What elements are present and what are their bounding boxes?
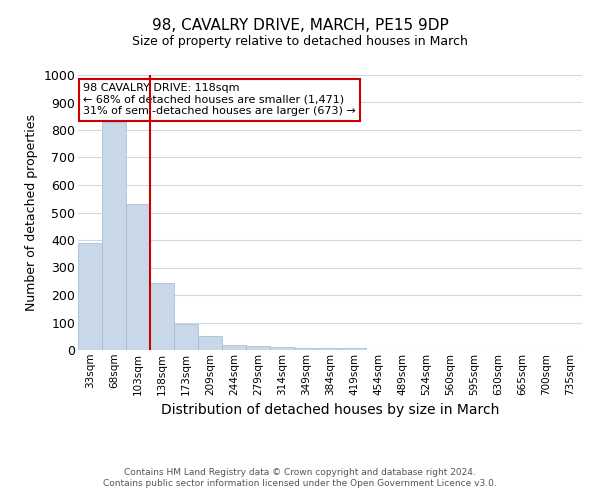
Bar [246, 346, 270, 350]
Bar [126, 204, 150, 350]
Bar [198, 336, 222, 350]
Bar [294, 348, 318, 350]
Text: 98 CAVALRY DRIVE: 118sqm
← 68% of detached houses are smaller (1,471)
31% of sem: 98 CAVALRY DRIVE: 118sqm ← 68% of detach… [83, 83, 356, 116]
Text: Contains HM Land Registry data © Crown copyright and database right 2024.
Contai: Contains HM Land Registry data © Crown c… [103, 468, 497, 487]
Bar [318, 348, 342, 350]
Bar [222, 344, 246, 350]
Bar [342, 348, 366, 350]
Text: 98, CAVALRY DRIVE, MARCH, PE15 9DP: 98, CAVALRY DRIVE, MARCH, PE15 9DP [152, 18, 448, 32]
Bar [270, 348, 294, 350]
Bar [150, 282, 174, 350]
X-axis label: Distribution of detached houses by size in March: Distribution of detached houses by size … [161, 403, 499, 417]
Bar [174, 324, 198, 350]
Y-axis label: Number of detached properties: Number of detached properties [25, 114, 38, 311]
Bar [78, 243, 102, 350]
Bar [102, 122, 126, 350]
Text: Size of property relative to detached houses in March: Size of property relative to detached ho… [132, 35, 468, 48]
